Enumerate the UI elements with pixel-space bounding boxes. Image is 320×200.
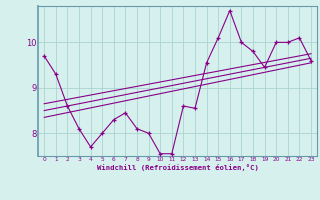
X-axis label: Windchill (Refroidissement éolien,°C): Windchill (Refroidissement éolien,°C) xyxy=(97,164,259,171)
